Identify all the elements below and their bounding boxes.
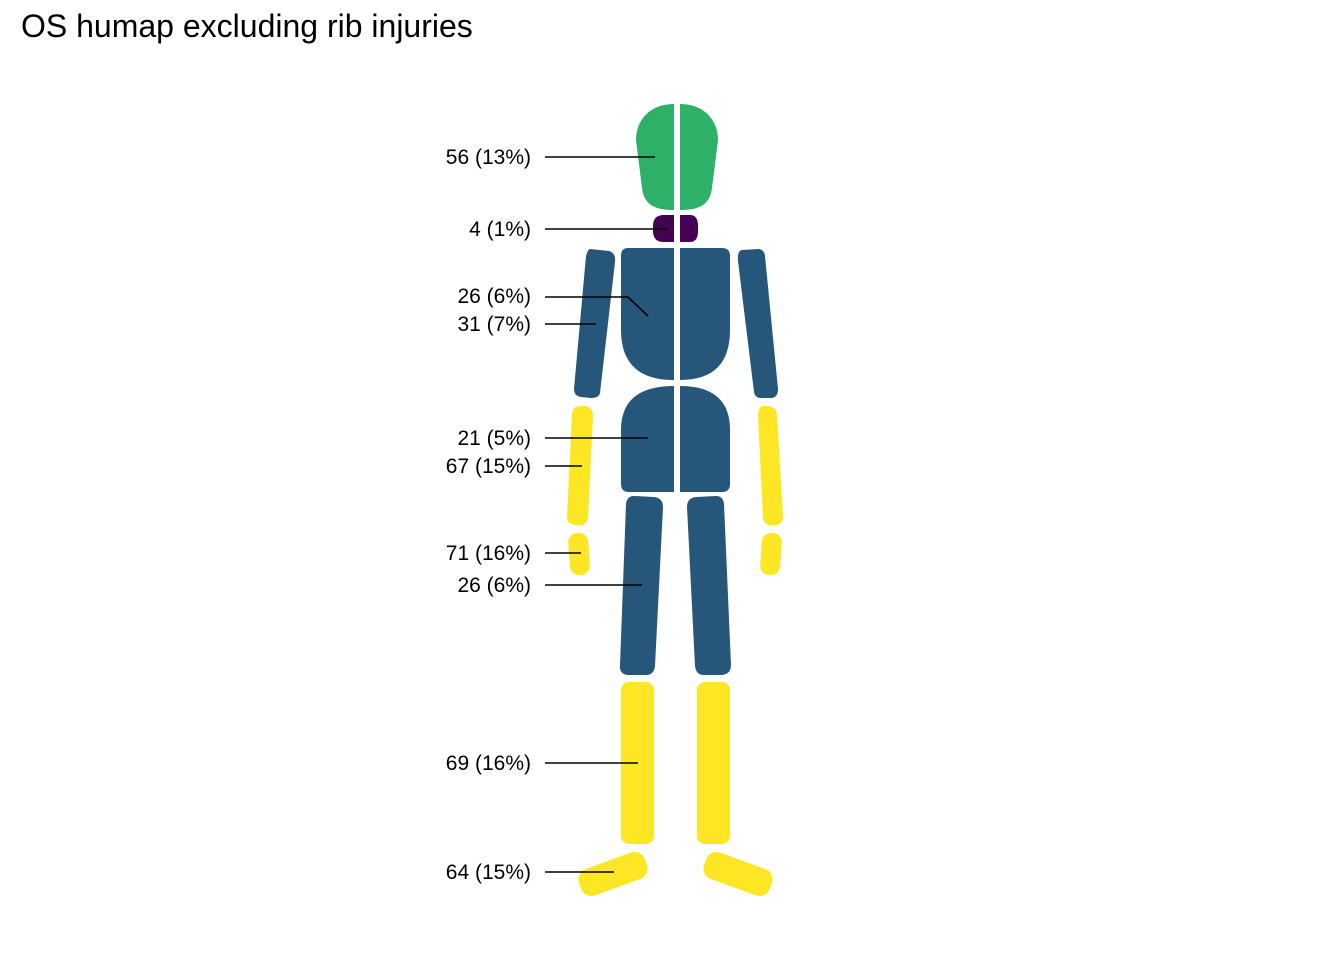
hand-right-shape xyxy=(760,532,782,576)
hand-left-shape xyxy=(568,532,590,576)
label-chest: 26 (6%) xyxy=(457,285,531,308)
upper-arm-right-shape xyxy=(737,249,778,398)
label-neck: 4 (1%) xyxy=(469,218,531,241)
chart-title: OS humap excluding rib injuries xyxy=(21,8,473,44)
chest-right-shape xyxy=(680,248,730,380)
foot-left-shape xyxy=(578,851,648,897)
label-thigh: 26 (6%) xyxy=(457,574,531,597)
abdomen-left-shape xyxy=(621,386,674,492)
body-parts xyxy=(567,104,783,897)
abdomen-right-shape xyxy=(680,386,730,492)
region-labels: 56 (13%) 4 (1%) 26 (6%) 31 (7%) 21 (5%) … xyxy=(446,146,531,884)
label-upper-arm: 31 (7%) xyxy=(457,313,531,336)
chest-left-shape xyxy=(621,248,674,380)
thigh-right-shape xyxy=(687,496,731,675)
foot-right-shape xyxy=(703,851,773,897)
lower-leg-right-shape xyxy=(697,682,730,844)
leader-lines xyxy=(545,156,668,873)
label-lower-leg: 69 (16%) xyxy=(446,752,531,775)
forearm-right-shape xyxy=(758,406,783,525)
head-right-shape xyxy=(680,104,718,210)
label-foot: 64 (15%) xyxy=(446,861,531,884)
label-abdomen-pelvis: 21 (5%) xyxy=(457,427,531,450)
neck-right-shape xyxy=(680,215,698,242)
label-head: 56 (13%) xyxy=(446,146,531,169)
leader-line-chest xyxy=(545,296,649,317)
label-forearm: 67 (15%) xyxy=(446,455,531,478)
label-hand: 71 (16%) xyxy=(446,542,531,565)
